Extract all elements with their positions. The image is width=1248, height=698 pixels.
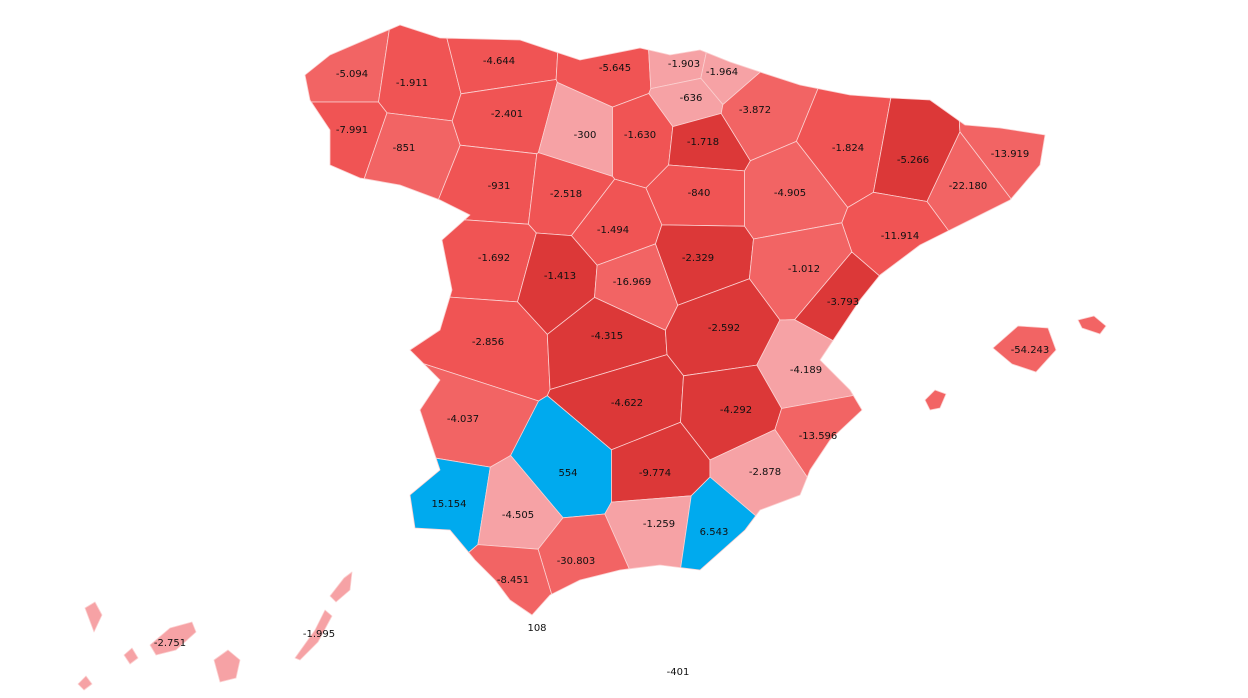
island (992, 325, 1057, 373)
province (304, 29, 390, 103)
province-label: -2.518 (550, 189, 582, 200)
province-label: -5.645 (599, 63, 631, 74)
province-label: -1.824 (832, 143, 864, 154)
island (924, 389, 947, 411)
province-label: -1.494 (597, 225, 629, 236)
province (774, 395, 863, 478)
province (310, 101, 388, 180)
province-label: -3.793 (827, 297, 859, 308)
province-label: -4.505 (502, 510, 534, 521)
province-label: -5.266 (897, 155, 929, 166)
province-label: -840 (688, 188, 711, 199)
province-label: -13.919 (991, 149, 1030, 160)
province (680, 476, 757, 571)
island (149, 621, 197, 656)
province-label: 554 (558, 468, 577, 479)
city-label: 108 (527, 623, 546, 634)
province-label: -931 (488, 181, 511, 192)
province-label: -1.413 (544, 271, 576, 282)
province-label: -4.905 (774, 188, 806, 199)
island (123, 647, 139, 665)
city-label: -401 (667, 667, 690, 678)
island-label: -1.995 (303, 629, 335, 640)
province-label: -1.964 (706, 67, 738, 78)
province-label: -7.991 (336, 125, 368, 136)
province-label: -1.903 (668, 59, 700, 70)
province-label: -5.094 (336, 69, 368, 80)
province-label: -3.872 (739, 105, 771, 116)
province-label: -1.259 (643, 519, 675, 530)
province-label: -9.774 (639, 468, 671, 479)
island (329, 571, 353, 603)
island (294, 609, 333, 661)
province-label: -4.644 (483, 56, 515, 67)
island (1077, 315, 1107, 335)
island (213, 649, 241, 683)
island (84, 601, 103, 633)
province-label: 15.154 (432, 499, 467, 510)
province-label: -4.189 (790, 365, 822, 376)
province-label: -8.451 (497, 575, 529, 586)
province-label: -30.803 (557, 556, 596, 567)
province-label: -300 (574, 130, 597, 141)
island (77, 675, 93, 691)
province-label: -1.630 (624, 130, 656, 141)
island-label: -54.243 (1011, 345, 1050, 356)
province-label: -1.718 (687, 137, 719, 148)
province-label: -4.292 (720, 405, 752, 416)
province-label: -2.856 (472, 337, 504, 348)
island-label: -2.751 (154, 638, 186, 649)
province-label: -851 (393, 143, 416, 154)
province-label: -11.914 (881, 231, 920, 242)
province-label: -2.878 (749, 467, 781, 478)
province-label: -2.592 (708, 323, 740, 334)
province-label: 6.543 (700, 527, 729, 538)
province (468, 544, 552, 616)
province-label: -2.329 (682, 253, 714, 264)
province-label: -16.969 (613, 277, 652, 288)
province-label: -4.315 (591, 331, 623, 342)
province-label: -22.180 (949, 181, 988, 192)
province-label: -1.692 (478, 253, 510, 264)
province-label: -636 (680, 93, 703, 104)
province-label: -13.596 (799, 431, 838, 442)
province-label: -1.012 (788, 264, 820, 275)
province-label: -4.037 (447, 414, 479, 425)
province-label: -1.911 (396, 78, 428, 89)
province-label: -4.622 (611, 398, 643, 409)
province-label: -2.401 (491, 109, 523, 120)
